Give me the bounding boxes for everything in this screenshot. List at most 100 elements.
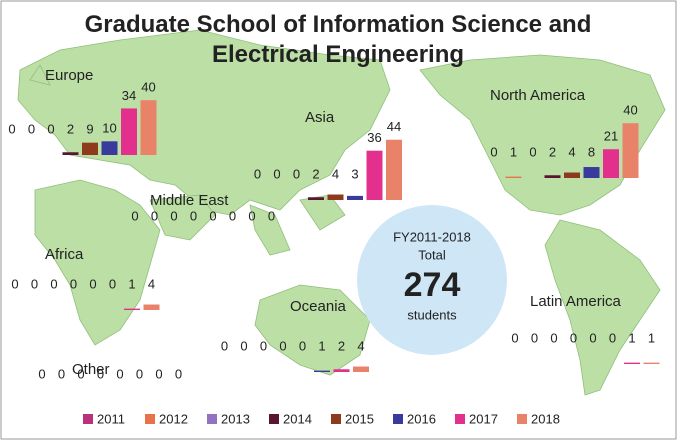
bar (353, 366, 369, 372)
legend-swatch (331, 414, 341, 424)
value-label: 8 (588, 144, 595, 159)
bar (308, 197, 324, 200)
region-label: Europe (45, 67, 93, 84)
value-label: 0 (131, 208, 138, 223)
value-label: 0 (531, 330, 538, 345)
value-label: 0 (209, 208, 216, 223)
bar (101, 141, 118, 155)
value-label: 0 (8, 121, 15, 136)
bar (121, 108, 137, 155)
total-circle (357, 205, 507, 355)
value-label: 0 (97, 366, 104, 381)
value-label: 4 (148, 276, 155, 291)
value-label: 1 (628, 330, 635, 345)
value-label: 0 (589, 330, 596, 345)
region-label: Africa (45, 246, 84, 263)
legend-swatch (517, 414, 527, 424)
value-label: 0 (229, 208, 236, 223)
value-label: 0 (151, 208, 158, 223)
value-label: 1 (128, 276, 135, 291)
value-label: 0 (175, 366, 182, 381)
bar (643, 362, 660, 364)
region-label: North America (490, 87, 586, 104)
value-label: 0 (248, 208, 255, 223)
value-label: 0 (260, 338, 267, 353)
value-label: 4 (568, 144, 575, 159)
value-label: 1 (318, 338, 325, 353)
value-label: 0 (293, 166, 300, 181)
legend-label: 2011 (97, 411, 125, 426)
value-label: 0 (254, 166, 261, 181)
total-value: 274 (404, 266, 461, 304)
value-label: 0 (77, 366, 84, 381)
value-label: 0 (279, 338, 286, 353)
bar (505, 176, 522, 178)
legend-label: 2018 (531, 411, 560, 426)
value-label: 2 (338, 338, 345, 353)
region-label: Oceania (290, 298, 347, 315)
value-label: 0 (609, 330, 616, 345)
value-label: 0 (11, 276, 18, 291)
world-map (17, 29, 666, 396)
value-label: 0 (273, 166, 280, 181)
value-label: 40 (141, 80, 155, 95)
chart-title: Graduate School of Information Science a… (84, 11, 592, 68)
value-label: 0 (170, 208, 177, 223)
legend-swatch (393, 414, 403, 424)
bar (366, 150, 383, 200)
bar (347, 195, 363, 200)
value-label: 1 (510, 144, 517, 159)
value-label: 4 (332, 166, 339, 181)
value-label: 9 (86, 121, 93, 136)
value-label: 0 (550, 330, 557, 345)
value-label: 0 (47, 121, 54, 136)
value-label: 0 (136, 366, 143, 381)
value-label: 4 (357, 338, 364, 353)
bar (603, 149, 619, 178)
unit-label: students (407, 307, 457, 322)
value-label: 40 (623, 103, 637, 118)
value-label: 0 (50, 276, 57, 291)
value-label: 34 (122, 88, 136, 103)
region-label: Middle East (150, 192, 229, 209)
bar (624, 362, 640, 364)
value-label: 0 (511, 330, 518, 345)
legend-label: 2013 (221, 411, 250, 426)
legend-swatch (83, 414, 93, 424)
legend-label: 2017 (469, 411, 498, 426)
value-label: 44 (387, 119, 401, 134)
region-label: Other (72, 361, 110, 378)
value-label: 21 (604, 129, 618, 144)
value-label: 0 (28, 121, 35, 136)
bar (62, 152, 79, 155)
bar (333, 369, 350, 372)
value-label: 0 (490, 144, 497, 159)
bar (327, 194, 344, 200)
value-label: 0 (89, 276, 96, 291)
value-label: 0 (155, 366, 162, 381)
bar (583, 167, 600, 178)
value-label: 0 (570, 330, 577, 345)
legend-label: 2014 (283, 411, 312, 426)
value-label: 0 (38, 366, 45, 381)
value-label: 0 (221, 338, 228, 353)
region-label: Latin America (530, 293, 622, 310)
legend-label: 2012 (159, 411, 188, 426)
value-label: 10 (102, 121, 116, 136)
legend-swatch (269, 414, 279, 424)
value-label: 3 (351, 166, 358, 181)
legend-swatch (207, 414, 217, 424)
period-label: FY2011-2018 (393, 229, 471, 244)
bar (386, 139, 402, 200)
bar (82, 142, 98, 155)
value-label: 0 (58, 366, 65, 381)
bar (124, 308, 140, 310)
value-label: 36 (367, 130, 381, 145)
legend-label: 2016 (407, 411, 436, 426)
region-label: Asia (305, 109, 335, 126)
legend-label: 2015 (345, 411, 374, 426)
bar (622, 123, 639, 178)
value-label: 0 (116, 366, 123, 381)
